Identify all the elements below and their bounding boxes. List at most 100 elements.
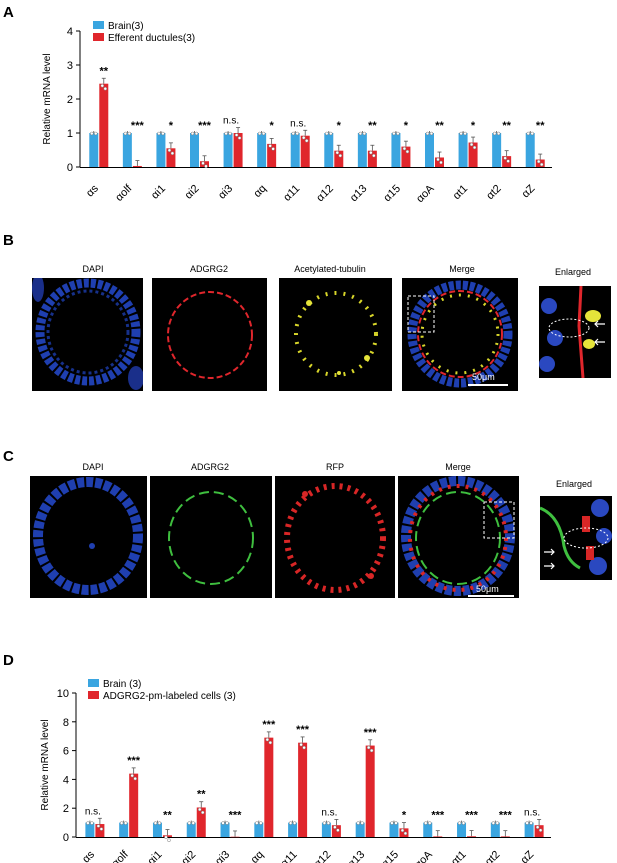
charta-x-tick-label: α12 [314, 183, 336, 205]
charta-point [439, 160, 443, 165]
charta-point [472, 145, 477, 150]
charta-point [234, 133, 239, 137]
chartd-bar-brain [524, 822, 534, 837]
chartd-point [457, 821, 462, 825]
charta-point [405, 149, 410, 154]
panel-c-scale-bar [468, 595, 514, 597]
chartd-x-tick-label: α12 [312, 849, 334, 863]
chartd-significance-label: *** [364, 727, 378, 739]
chartd-point [322, 821, 327, 825]
charta-significance-label: * [404, 120, 409, 132]
panel-label-c: C [3, 448, 14, 465]
charta-point [257, 131, 262, 136]
chartd-x-tick-label: αs [80, 848, 97, 863]
charta-point [161, 131, 165, 136]
charta-x-tick-label: αq [251, 183, 268, 200]
charta-x-tick-label: αi2 [183, 183, 202, 202]
charta-significance-label: ** [368, 120, 377, 132]
chartd-point [400, 828, 405, 833]
charta-x-tick-label: αZ [520, 182, 538, 200]
charta-point [459, 131, 463, 136]
chartd-x-tick-label: α11 [279, 849, 300, 863]
chartd-point [333, 825, 337, 829]
charta-point [506, 159, 510, 163]
charta-point [429, 131, 434, 136]
charta-point [201, 161, 205, 165]
chartd-point [99, 827, 104, 831]
charta-significance-label: * [270, 120, 275, 132]
chartd-point [369, 748, 374, 753]
charta-point [338, 153, 343, 158]
charta-x-tick-label: αs [84, 182, 101, 199]
chartd-point [302, 745, 306, 750]
panel-b-title-acetylated-tubulin: Acetylated-tubulin [294, 264, 366, 274]
panel-c-dapi-image [30, 476, 147, 598]
panel-c-title-dapi: DAPI [82, 462, 104, 472]
panel-b-enlarged-image [539, 286, 611, 378]
chartd-point [360, 821, 364, 825]
chartd-point [288, 821, 293, 825]
chartd-y-axis-label: Relative mRNA level [40, 719, 51, 810]
chartd-bar-treatment [500, 836, 510, 837]
chartd-bar-treatment [196, 807, 206, 837]
chartd-point [119, 821, 124, 825]
chartd-x-tick-label: αi3 [213, 849, 232, 863]
chartd-bar-treatment [298, 742, 308, 837]
charta-bar-brain [89, 133, 99, 167]
chartd-point [90, 821, 94, 825]
panel-label-d: D [3, 652, 14, 669]
charta-y-tick-label: 2 [67, 94, 73, 106]
chartd-point [268, 740, 273, 745]
chartd-point [403, 831, 408, 836]
chartd-point [366, 745, 371, 750]
chartd-point [164, 835, 168, 840]
charta-point [127, 131, 132, 136]
charta-point [170, 151, 175, 156]
charta-bar-brain [525, 133, 535, 167]
panel-c-enlarged-image [540, 496, 612, 580]
chartd-bar-treatment [264, 737, 274, 837]
charta-point [496, 131, 501, 136]
chartd-point [491, 821, 496, 825]
charta-x-tick-label: αi1 [149, 183, 168, 202]
charta-x-tick-label: αt1 [451, 183, 470, 202]
chartd-y-tick-label: 10 [57, 688, 69, 700]
charta-point [402, 146, 407, 151]
chartd-x-tick-label: α15 [379, 849, 401, 863]
chartd-point [133, 776, 137, 781]
charta-point [94, 131, 98, 136]
chartd-legend-label: ADGRG2-pm-labeled cells (3) [103, 691, 236, 702]
chartd-point [153, 821, 158, 825]
chartd-legend-swatch [88, 691, 99, 699]
chartd-point [525, 821, 529, 825]
charta-point [469, 142, 474, 147]
panel-label-b: B [3, 232, 14, 249]
charta-point [492, 131, 497, 136]
chartd-point [96, 824, 101, 828]
charta-point [436, 157, 440, 162]
chartd-significance-label: * [402, 810, 407, 822]
charta-significance-label: *** [198, 120, 212, 132]
chartd-significance-label: n.s. [524, 807, 540, 818]
chartd-point [191, 821, 195, 825]
charta-bar-treatment [334, 150, 344, 167]
chartd-bar-treatment [230, 836, 240, 838]
charta-bar-brain [257, 133, 267, 167]
panel-c-merge-image: 50μm [398, 476, 519, 598]
chart-a: 0 1 2 3 4 Relative mRNA level Brain(3)Efferent… [42, 21, 552, 205]
charta-bar-treatment [535, 159, 545, 167]
charta-point [425, 131, 430, 136]
chartd-bar-brain [423, 822, 433, 837]
chartd-point [461, 821, 466, 825]
chartd-y-tick-label: 8 [63, 717, 69, 729]
panel-b-adgrg2-image [152, 278, 267, 391]
chartd-bar-treatment [467, 836, 477, 837]
chartd-bar-treatment [331, 825, 341, 837]
charta-bar-treatment [233, 133, 243, 167]
charta-y-tick-label: 0 [67, 162, 73, 174]
charta-x-tick-label: αolf [113, 182, 135, 204]
charta-point [369, 150, 373, 155]
charta-y-tick-label: 4 [67, 26, 73, 38]
panel-b-title-adgrg2: ADGRG2 [189, 264, 228, 274]
chartd-bar-brain [85, 822, 95, 837]
